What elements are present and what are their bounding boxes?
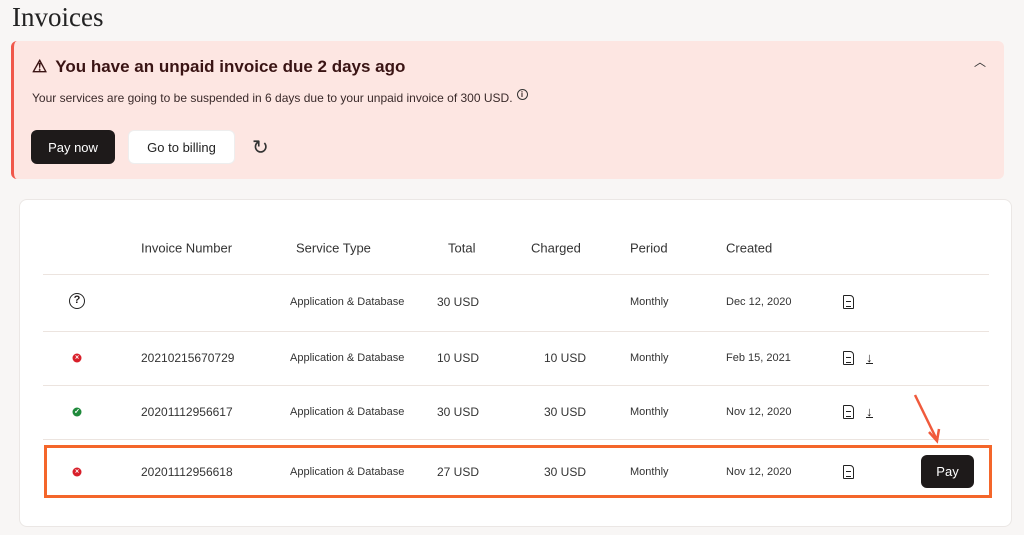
header-period: Period [630, 240, 668, 256]
highlight-box [44, 445, 992, 498]
chevron-up-icon[interactable]: ︿ [973, 55, 986, 69]
created: Dec 12, 2020 [726, 296, 792, 308]
pay-now-button[interactable]: Pay now [31, 130, 115, 164]
divider [43, 439, 989, 440]
question-icon: ? [69, 293, 85, 309]
charged: 30 USD [544, 465, 587, 479]
total: 27 USD [437, 465, 480, 479]
go-to-billing-button[interactable]: Go to billing [128, 130, 235, 164]
service-type: Application & Database [290, 466, 405, 478]
invoice-number: 20210215670729 [141, 351, 235, 365]
charged: 10 USD [544, 351, 587, 365]
failed-status-icon: × [72, 353, 82, 363]
divider [43, 274, 989, 275]
failed-status-icon: × [72, 467, 82, 477]
total: 10 USD [437, 351, 480, 365]
header-invoice-number: Invoice Number [141, 240, 233, 256]
total: 30 USD [437, 405, 480, 419]
created: Nov 12, 2020 [726, 406, 792, 418]
document-icon[interactable] [843, 295, 854, 309]
service-type: Application & Database [290, 406, 405, 418]
header-created: Created [726, 240, 773, 256]
refresh-icon[interactable]: ↻ [252, 137, 269, 159]
service-type: Application & Database [290, 296, 405, 308]
document-icon[interactable] [843, 465, 854, 479]
alert-heading: You have an unpaid invoice due 2 days ag… [55, 57, 406, 76]
document-icon[interactable] [843, 351, 854, 365]
warning-icon: ⚠ [32, 57, 48, 76]
download-icon[interactable]: ↓ [866, 404, 873, 419]
period: Monthly [630, 466, 669, 478]
paid-status-icon: ✓ [72, 407, 82, 417]
period: Monthly [630, 406, 669, 418]
page-title: Invoices [12, 2, 104, 32]
divider [43, 331, 989, 332]
invoice-number: 20201112956617 [141, 405, 233, 419]
period: Monthly [630, 352, 669, 364]
alert-message: Your services are going to be suspended … [32, 91, 513, 105]
service-type: Application & Database [290, 352, 405, 364]
divider [43, 385, 989, 386]
unpaid-invoice-alert: ⚠ You have an unpaid invoice due 2 days a… [11, 41, 1004, 179]
header-service-type: Service Type [296, 240, 371, 256]
total: 30 USD [437, 295, 480, 309]
invoice-number: 20201112956618 [141, 465, 233, 479]
pay-button[interactable]: Pay [921, 455, 974, 488]
document-icon[interactable] [843, 405, 854, 419]
arrow-annotation [913, 394, 941, 444]
download-icon[interactable]: ↓ [866, 350, 873, 365]
period: Monthly [630, 296, 669, 308]
created: Nov 12, 2020 [726, 466, 792, 478]
info-icon[interactable]: i [516, 89, 528, 100]
created: Feb 15, 2021 [726, 352, 791, 364]
header-charged: Charged [531, 240, 581, 256]
charged: 30 USD [544, 405, 587, 419]
header-total: Total [448, 240, 476, 256]
